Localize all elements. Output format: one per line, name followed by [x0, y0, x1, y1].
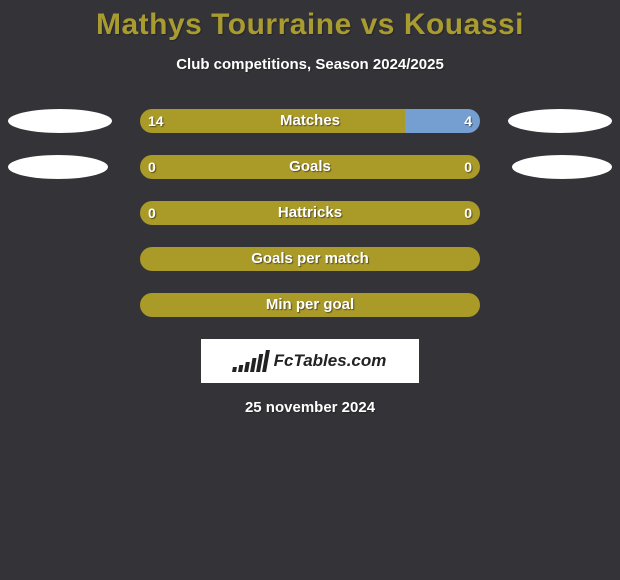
- team-ellipse-right: [508, 109, 612, 133]
- stat-row: Goals per match: [0, 247, 620, 271]
- bar-value-right: 0: [432, 155, 472, 179]
- team-ellipse-right: [512, 155, 612, 179]
- logo-bars-icon: [232, 350, 270, 372]
- stat-row: Goals0 0: [0, 155, 620, 179]
- bar-label: Hattricks: [140, 201, 480, 225]
- bar-value-left: 0: [148, 201, 188, 225]
- page-title: Mathys Tourraine vs Kouassi: [0, 0, 620, 42]
- bar-label: Min per goal: [140, 293, 480, 317]
- subtitle: Club competitions, Season 2024/2025: [0, 56, 620, 73]
- stat-row: Min per goal: [0, 293, 620, 317]
- stat-row: Matches14 4: [0, 109, 620, 133]
- logo-text: FcTables.com: [274, 351, 387, 371]
- bar-value-left: 0: [148, 155, 188, 179]
- bar-label: Matches: [140, 109, 480, 133]
- logo-box: FcTables.com: [201, 339, 419, 383]
- team-ellipse-left: [8, 155, 108, 179]
- team-ellipse-left: [8, 109, 112, 133]
- comparison-infographic: Mathys Tourraine vs Kouassi Club competi…: [0, 0, 620, 580]
- bar-value-right: 0: [432, 201, 472, 225]
- bar-label: Goals per match: [140, 247, 480, 271]
- stat-row: Hattricks0 0: [0, 201, 620, 225]
- bar-value-right: 4: [432, 109, 472, 133]
- bar-label: Goals: [140, 155, 480, 179]
- bar-value-left: 14: [148, 109, 188, 133]
- stat-bars: Matches144Goals00Hattricks00Goals per ma…: [0, 109, 620, 317]
- date-line: 25 november 2024: [0, 399, 620, 416]
